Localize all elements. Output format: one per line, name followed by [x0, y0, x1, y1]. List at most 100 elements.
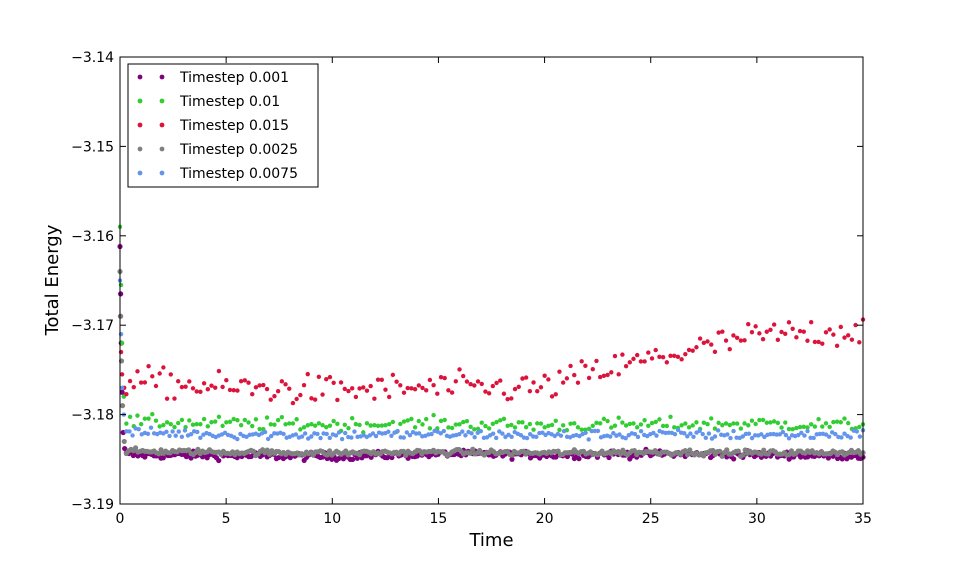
data-point [509, 422, 514, 428]
data-point [779, 329, 784, 335]
data-point [290, 421, 296, 426]
data-point [683, 421, 688, 426]
data-point [825, 455, 831, 461]
data-point [786, 426, 792, 432]
data-point [246, 420, 251, 425]
data-point [646, 350, 651, 355]
data-point [668, 414, 673, 420]
data-point [156, 451, 162, 457]
data-point [157, 424, 162, 429]
data-point [375, 377, 381, 382]
data-point [494, 435, 499, 441]
data-point [361, 385, 366, 390]
data-point [183, 424, 188, 430]
data-point [333, 433, 339, 438]
data-point [372, 423, 377, 428]
data-point [823, 432, 829, 437]
data-point [494, 419, 499, 425]
data-point [253, 417, 259, 422]
data-point [848, 435, 853, 440]
data-point [468, 424, 473, 429]
data-point [838, 420, 843, 425]
data-point [198, 389, 203, 394]
data-point [760, 417, 766, 423]
data-point [612, 353, 618, 359]
data-point [164, 420, 170, 425]
data-point [783, 420, 788, 425]
data-point [592, 428, 598, 434]
data-point [340, 456, 347, 462]
data-point [684, 452, 691, 458]
data-point [686, 347, 692, 353]
data-point [262, 429, 268, 435]
data-point [853, 322, 858, 328]
data-point [705, 339, 710, 344]
data-point [509, 456, 515, 462]
data-point [336, 430, 342, 435]
data-point [157, 371, 162, 376]
data-point [616, 372, 621, 377]
data-point [564, 453, 571, 460]
data-point [764, 420, 769, 425]
data-point [390, 419, 396, 425]
data-point [839, 435, 844, 440]
data-point [820, 424, 825, 429]
data-point [119, 389, 125, 395]
data-point [501, 391, 507, 396]
data-point [715, 428, 721, 433]
data-point [682, 431, 687, 436]
data-point [727, 346, 732, 352]
data-point [834, 343, 840, 349]
data-point [298, 392, 303, 398]
data-point [827, 327, 832, 332]
data-point [275, 417, 281, 423]
data-point [512, 425, 518, 430]
data-point [642, 418, 647, 423]
data-point [717, 448, 723, 454]
data-point [138, 380, 144, 385]
data-point [731, 421, 736, 426]
data-point [738, 338, 744, 343]
data-point [700, 431, 705, 437]
data-point [724, 447, 730, 453]
data-point [472, 383, 477, 388]
data-point [420, 422, 425, 427]
data-point [449, 390, 455, 395]
data-point [746, 423, 751, 428]
data-point [742, 338, 747, 343]
data-point [121, 438, 127, 445]
data-point [542, 425, 547, 430]
data-point [283, 422, 288, 427]
data-point [753, 421, 758, 427]
data-point [686, 425, 692, 430]
data-point [583, 427, 588, 432]
data-point [601, 416, 607, 422]
data-point [257, 426, 262, 432]
data-point [638, 359, 644, 364]
data-point [442, 417, 447, 423]
series-3-points [117, 314, 866, 406]
data-point [412, 386, 418, 392]
data-point [164, 429, 169, 435]
data-point [486, 391, 492, 396]
data-point [845, 420, 851, 426]
data-point [122, 445, 128, 452]
data-point [346, 425, 351, 431]
data-point [612, 423, 618, 428]
legend-marker-right [159, 146, 165, 152]
data-point [771, 322, 777, 327]
data-point [460, 429, 465, 434]
data-point [457, 422, 462, 427]
data-point [616, 415, 621, 420]
data-point [601, 373, 607, 379]
data-point [118, 291, 124, 297]
data-point [716, 420, 721, 426]
legend-marker-right [159, 98, 165, 104]
data-point [845, 333, 851, 338]
data-point [119, 385, 125, 390]
data-point [457, 432, 462, 437]
data-point [368, 423, 373, 428]
data-point [390, 372, 396, 378]
data-point [553, 392, 558, 397]
data-point [694, 420, 699, 425]
